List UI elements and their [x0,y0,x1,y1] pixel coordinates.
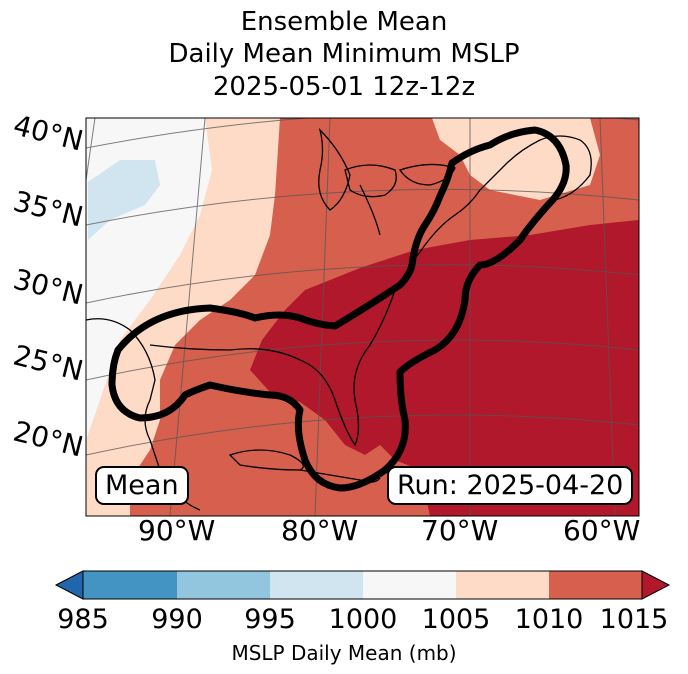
lon-label-80w: 80°W [281,514,359,547]
map-frame [85,117,640,517]
band-995-1000 [88,160,160,240]
colorbar [54,570,671,600]
colorbar-tick-1010: 1010 [514,604,584,635]
colorbar-tick-990: 990 [151,604,203,635]
colorbar-tick-1005: 1005 [421,604,491,635]
title-line-2: Daily Mean Minimum MSLP [168,39,520,69]
colorbar-bin-1000-1005 [363,571,456,599]
lon-label-70w: 70°W [421,514,499,547]
threshold-contour [108,126,570,492]
colorbar-tick-1015: 1015 [599,604,669,635]
run-date-box: Run: 2025-04-20 [387,466,634,505]
colorbar-tick-985: 985 [57,604,109,635]
colorbar-extend-high [641,570,671,600]
title-line-1: Ensemble Mean [240,7,448,37]
title-line-3: 2025-05-01 12z-12z [212,72,476,102]
pressure-field [86,118,639,516]
colorbar-tick-995: 995 [244,604,296,635]
colorbar-bin-1010-1015 [549,571,642,599]
colorbar-bin-985-990 [83,571,177,599]
colorbar-extend-low [54,570,84,600]
mean-label-box: Mean [95,466,189,505]
lon-label-90w: 90°W [138,514,216,547]
colorbar-bin-990-995 [177,571,270,599]
colorbar-bin-1005-1010 [456,571,549,599]
colorbar-tick-1000: 1000 [328,604,398,635]
colorbar-label: MSLP Daily Mean (mb) [231,641,457,665]
colorbar-frame [82,570,643,600]
lon-label-60w: 60°W [563,514,641,547]
colorbar-bin-995-1000 [270,571,363,599]
graticule [86,118,639,516]
band-gt-1015 [250,220,639,516]
